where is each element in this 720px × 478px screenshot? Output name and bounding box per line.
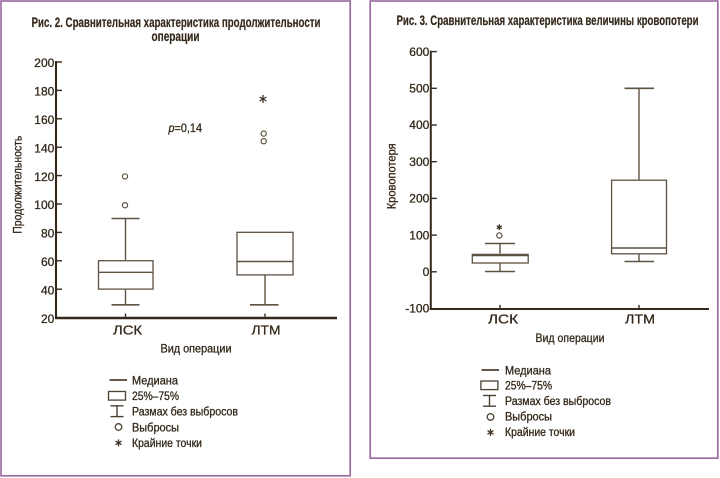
svg-text:Выбросы: Выбросы <box>505 410 552 424</box>
svg-text:Рис. 2. Сравнительная характер: Рис. 2. Сравнительная характеристика про… <box>32 14 321 30</box>
svg-text:Продолжительность: Продолжительность <box>11 136 25 234</box>
svg-text:80: 80 <box>41 227 55 241</box>
svg-text:ЛТМ: ЛТМ <box>252 322 281 337</box>
svg-text:400: 400 <box>409 118 429 132</box>
svg-text:Крайние точки: Крайние точки <box>505 425 575 439</box>
svg-text:Вид операции: Вид операции <box>536 331 605 345</box>
svg-text:Вид операции: Вид операции <box>161 341 232 355</box>
svg-text:-100: -100 <box>405 302 429 316</box>
svg-text:60: 60 <box>41 255 55 269</box>
svg-text:100: 100 <box>34 198 54 212</box>
svg-text:180: 180 <box>34 85 54 99</box>
svg-text:40: 40 <box>41 283 55 297</box>
svg-text:100: 100 <box>409 228 429 242</box>
svg-text:300: 300 <box>409 155 429 169</box>
svg-text:200: 200 <box>34 56 54 70</box>
svg-text:20: 20 <box>41 312 55 326</box>
svg-text:Размах без выбросов: Размах без выбросов <box>505 394 611 408</box>
svg-text:ЛСК: ЛСК <box>488 311 518 326</box>
svg-text:Медиана: Медиана <box>132 373 178 387</box>
svg-text:0: 0 <box>423 265 430 279</box>
svg-text:600: 600 <box>409 45 429 59</box>
svg-text:операции: операции <box>152 28 200 44</box>
svg-text:200: 200 <box>409 192 429 206</box>
svg-text:Кровопотеря: Кровопотеря <box>385 143 399 209</box>
svg-text:Медиана: Медиана <box>505 363 551 377</box>
svg-text:ЛСК: ЛСК <box>113 322 142 337</box>
svg-text:120: 120 <box>34 170 54 184</box>
svg-text:25%–75%: 25%–75% <box>505 379 552 393</box>
svg-text:500: 500 <box>409 82 429 96</box>
svg-text:25%–75%: 25%–75% <box>132 389 179 403</box>
svg-text:Крайние точки: Крайние точки <box>132 436 202 450</box>
svg-text:160: 160 <box>34 113 54 127</box>
svg-text:Рис. 3. Сравнительная характер: Рис. 3. Сравнительная характеристика вел… <box>397 12 699 28</box>
svg-text:ЛТМ: ЛТМ <box>625 311 655 326</box>
svg-text:Размах без выбросов: Размах без выбросов <box>132 405 238 419</box>
svg-text:Выбросы: Выбросы <box>132 420 179 434</box>
svg-text:140: 140 <box>34 141 54 155</box>
svg-text:p=0,14: p=0,14 <box>168 121 203 135</box>
